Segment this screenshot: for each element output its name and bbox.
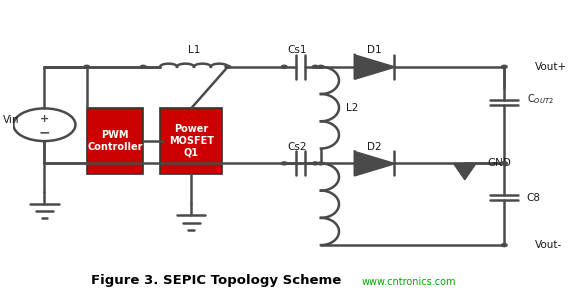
Circle shape bbox=[281, 162, 287, 165]
Text: Figure 3. SEPIC Topology Scheme: Figure 3. SEPIC Topology Scheme bbox=[91, 274, 342, 287]
Text: Cs2: Cs2 bbox=[287, 142, 307, 152]
Text: GND: GND bbox=[488, 158, 511, 168]
Text: Cs1: Cs1 bbox=[287, 45, 307, 56]
Text: www.cntronics.com: www.cntronics.com bbox=[361, 277, 456, 287]
FancyBboxPatch shape bbox=[160, 108, 222, 174]
Text: Vout+: Vout+ bbox=[536, 62, 567, 72]
Circle shape bbox=[281, 65, 287, 68]
Text: +: + bbox=[40, 114, 49, 124]
FancyBboxPatch shape bbox=[87, 108, 143, 174]
Text: Power
MOSFET
Q1: Power MOSFET Q1 bbox=[168, 124, 214, 158]
Circle shape bbox=[313, 162, 318, 165]
Circle shape bbox=[501, 65, 507, 68]
Circle shape bbox=[225, 65, 230, 68]
Text: Vin: Vin bbox=[2, 115, 19, 125]
Circle shape bbox=[501, 162, 507, 165]
Circle shape bbox=[501, 162, 507, 165]
Polygon shape bbox=[453, 164, 476, 180]
Circle shape bbox=[318, 65, 324, 68]
Circle shape bbox=[501, 244, 507, 247]
Circle shape bbox=[318, 162, 324, 165]
Text: −: − bbox=[39, 125, 50, 139]
Circle shape bbox=[84, 65, 90, 68]
Text: C$_{OUT2}$: C$_{OUT2}$ bbox=[527, 92, 554, 106]
Circle shape bbox=[140, 65, 146, 68]
Polygon shape bbox=[355, 55, 394, 79]
Text: D2: D2 bbox=[367, 142, 382, 152]
Text: PWM
Controller: PWM Controller bbox=[87, 130, 142, 152]
Text: C8: C8 bbox=[527, 193, 541, 203]
Text: Vout-: Vout- bbox=[536, 240, 563, 250]
Text: D1: D1 bbox=[367, 45, 382, 56]
Text: L1: L1 bbox=[188, 45, 200, 56]
Circle shape bbox=[313, 65, 318, 68]
Text: L2: L2 bbox=[346, 103, 358, 112]
Polygon shape bbox=[355, 152, 394, 175]
